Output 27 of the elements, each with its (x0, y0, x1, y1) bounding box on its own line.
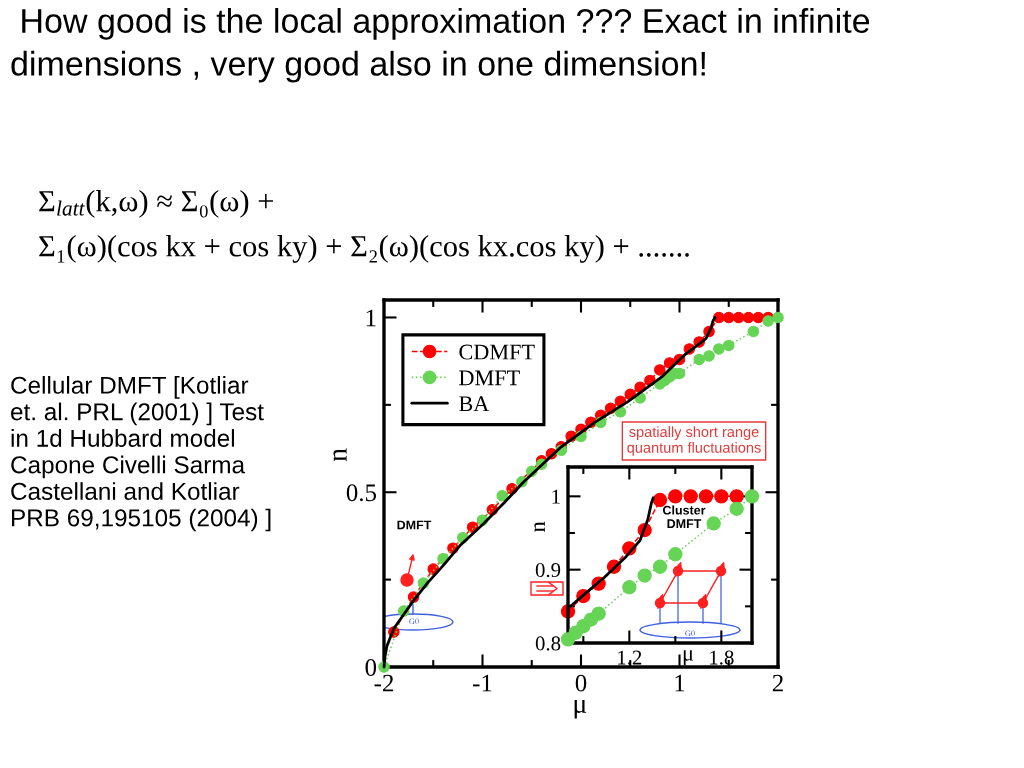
annotation: DMFT (397, 520, 432, 530)
annotation: G0 (409, 618, 419, 625)
legend-label: BA (459, 396, 490, 412)
x-axis-title: μ (683, 650, 694, 666)
y-tick-label: 0.5 (346, 484, 377, 502)
chart-title: How good is the local approximation ??? Exact in infinite dimensions , very good also in one dimension! (11, 8, 870, 83)
x-axis-title: μ (574, 699, 587, 719)
chart-subtitle: Σ$_{latt}$(k,ω) ≈ Σ₀(ω) + Σ₁(ω)(cos kx + cos ky) + Σ₂(ω)(cos kx.cos ky) + ....... (39, 190, 689, 263)
x-tick-label: 2 (772, 674, 783, 692)
y-tick-label: 1 (552, 489, 560, 504)
text: Cellular DMFT [Kotliar et. al. PRL (2001) ] Test in 1d Hubbard model Capone Civelli Sarma Castellani and Kotliar PRB 69,195105 (2004) ] (11, 376, 271, 532)
x-tick-label: -2 (374, 674, 394, 692)
y-tick-label: 0.9 (535, 563, 561, 578)
x-tick-label: -1 (473, 674, 492, 692)
y-tick-label: 0.8 (535, 636, 561, 651)
x-tick-label: 0 (575, 674, 587, 692)
annotation: Cluster DMFT (662, 505, 706, 528)
x-tick-label: 1.8 (710, 650, 734, 665)
y-axis-title: n (333, 448, 347, 462)
legend-label: DMFT (459, 370, 520, 386)
y-axis-title: n (534, 521, 545, 532)
legend-label: CDMFT (459, 344, 535, 360)
annotation: spatially short range quantum fluctuations (627, 426, 761, 456)
x-tick-label: 1.2 (618, 650, 642, 665)
y-tick-label: 1 (366, 309, 376, 327)
x-tick-label: 1 (675, 674, 685, 692)
annotation: G0 (685, 630, 695, 637)
